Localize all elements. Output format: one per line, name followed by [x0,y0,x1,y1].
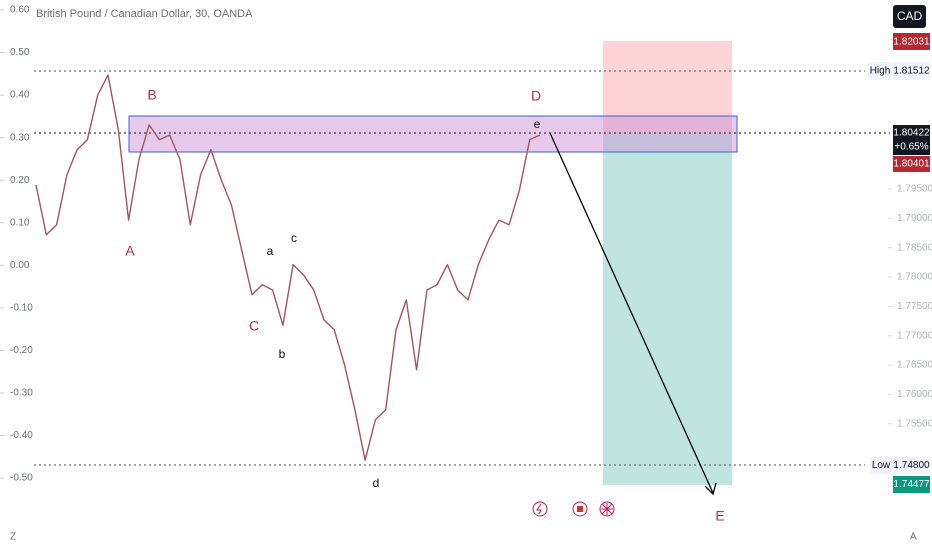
y-tick-label: 0.60 [10,5,30,16]
low-tag: 1.74800 [893,460,930,471]
target-tag: 1.82031 [893,37,930,48]
wave-label: C [249,318,259,334]
tag-bg [870,457,892,474]
y-tick-label: 0.50 [10,47,30,58]
low-label: Low [872,460,891,471]
symbol-title: British Pound / Canadian Dollar, 30, OAN… [36,8,253,20]
wave-label: D [531,88,541,104]
tag-bg [893,156,930,172]
y2-tick-label: 1.77500 [897,301,932,312]
y2-tick-label: 1.78000 [897,272,932,283]
arrow-head [704,482,717,496]
bid-tag: 1.80401 [893,159,930,170]
stop-tag: 1.74477 [893,479,930,490]
y-tick-label: -0.40 [10,430,33,441]
y2-tick-label: 1.79000 [897,213,932,224]
high-label: High [870,66,891,77]
tag-bg [893,476,930,493]
supply-zone [128,115,738,153]
y-tick-label: -0.10 [10,303,33,314]
y-tick-label: -0.30 [10,388,33,399]
projection-arrow [549,132,714,494]
y-tick-label: 0.20 [10,175,30,186]
y-tick-label: -0.50 [10,473,33,484]
y2-tick-label: 1.78500 [897,242,932,253]
subwave-label: e [534,117,541,131]
corner-label: A [910,532,917,543]
wave-label: A [125,243,135,259]
event-icons [532,501,615,517]
wave-label: B [147,87,156,103]
y2-tick-label: 1.76500 [897,360,932,371]
subwave-label: c [291,231,297,245]
tag-bg [893,33,930,50]
icon[interactable] [532,501,548,517]
y-tick-label: 0.00 [10,260,30,271]
icon-glyph [577,506,583,512]
y-tick-label: -0.20 [10,345,33,356]
icon-glyph [536,503,542,515]
y2-tick-label: 1.76000 [897,389,932,400]
currency-label: CAD [897,9,923,23]
y2-tick-label: 1.79500 [897,184,932,195]
corner-label: Z [10,532,16,543]
price-line [35,74,541,461]
target-zone [603,133,732,485]
high-tag: 1.81512 [893,66,930,77]
y2-tick-label: 1.75500 [897,418,932,429]
y-tick-label: 0.40 [10,90,30,101]
tag-bg [893,125,930,155]
last-tag: 1.80422 [893,128,930,139]
subwave-label: b [279,347,286,361]
plot: 0.60 0.50 0.40 0.30 0.20 0.10 0.00 -0.10 -0.20 -0… [0,5,932,484]
tag-bg [868,62,892,80]
currency-button[interactable] [893,5,926,28]
y-tick-label: 0.10 [10,217,30,228]
wave-label: E [715,508,724,524]
tag-bg [893,62,930,80]
tag-bg [893,457,930,474]
subwave-label: d [373,476,380,490]
y2-tick-label: 1.77000 [897,330,932,341]
change-tag: +0.65% [894,142,928,153]
y-tick-label: 0.30 [10,132,30,143]
icon-glyph [601,503,613,515]
subwave-label: a [267,244,274,258]
